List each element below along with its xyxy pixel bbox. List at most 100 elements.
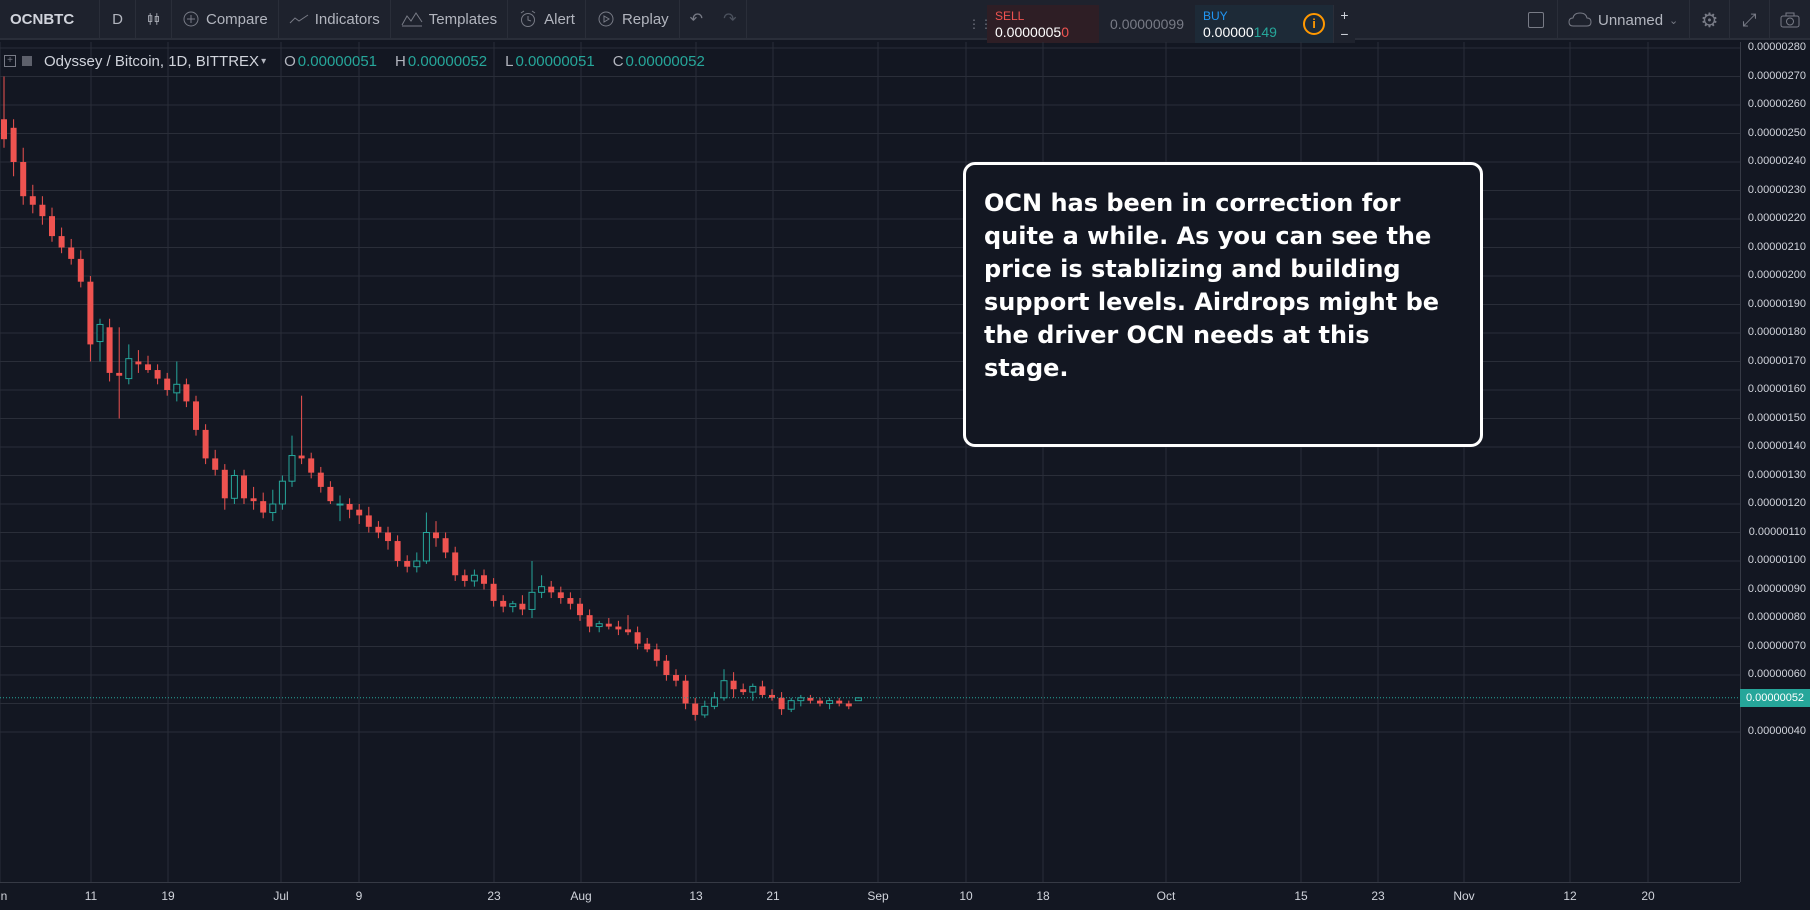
candle-down [836, 700, 843, 704]
series-legend: + Odyssey / Bitcoin, 1D, BITTREX ▾ O 0.00… [0, 50, 705, 72]
time-tick-label: Oct [1156, 889, 1176, 903]
fullscreen-icon: ⤢ [1742, 9, 1757, 30]
save-layout-button[interactable]: Unnamed ⌄ [1558, 0, 1690, 40]
buy-button[interactable]: BUY 0.00000149 [1195, 5, 1295, 43]
layout-toggle-button[interactable] [1514, 0, 1558, 40]
time-tick-label: 11 [84, 889, 98, 903]
candle-down [490, 583, 497, 601]
time-tick-label: 12 [1563, 889, 1577, 903]
time-tick-label: 23 [1371, 889, 1385, 903]
symbol-search[interactable]: OCNBTC [0, 0, 100, 39]
series-color-swatch [22, 56, 32, 66]
toolbar-right: Unnamed ⌄ ⚙ ⤢ [1514, 0, 1810, 40]
chart-type-button[interactable] [136, 0, 172, 39]
redo-button[interactable]: ↷ [713, 0, 748, 39]
fullscreen-button[interactable]: ⤢ [1730, 0, 1770, 40]
price-tick-label: 0.00000090 [1747, 582, 1806, 595]
candle-down [154, 370, 161, 379]
candle-down [433, 532, 439, 539]
compare-label: Compare [206, 10, 268, 28]
candle-up [787, 700, 795, 710]
candle-down [375, 526, 382, 533]
buy-price-main: 0.00000 [1203, 24, 1254, 40]
candle-down [404, 561, 411, 567]
candle-up [125, 358, 133, 380]
sell-price-main: 0.0000005 [995, 24, 1062, 40]
info-button[interactable]: i [1295, 5, 1333, 43]
candle-up [595, 623, 603, 628]
indicators-button[interactable]: Indicators [279, 0, 391, 39]
time-tick-label: 15 [1294, 889, 1308, 903]
candle-down [221, 469, 228, 499]
interval-button[interactable]: D [100, 0, 136, 39]
candle-down [605, 623, 612, 627]
candle-down [298, 455, 305, 459]
undo-button[interactable]: ↶ [680, 0, 713, 39]
settings-button[interactable]: ⚙ [1690, 0, 1730, 40]
top-toolbar: OCNBTC D Compare Indicators Templates Al… [0, 0, 1810, 40]
redo-icon: ↷ [723, 11, 737, 28]
candle-down [106, 327, 113, 373]
candle-down [845, 703, 852, 707]
alert-label: Alert [544, 10, 575, 28]
time-tick-label: 18 [1036, 889, 1050, 903]
candle-up [720, 680, 728, 699]
candle-down [1, 119, 7, 140]
price-tick-label: 0.00000150 [1747, 411, 1806, 424]
price-tick-label: 0.00000060 [1747, 668, 1806, 680]
candle-down [346, 504, 353, 510]
chevron-down-icon: ⌄ [1669, 14, 1679, 27]
candle-down [481, 575, 487, 584]
time-tick-label: Jul [273, 889, 289, 903]
candle-down [202, 429, 209, 459]
high-value: 0.00000052 [407, 52, 488, 70]
price-tick-label: 0.00000250 [1747, 126, 1806, 139]
symbol-description[interactable]: Odyssey / Bitcoin, 1D, BITTREX [44, 52, 260, 70]
price-tick-label: 0.00000070 [1747, 639, 1806, 652]
plus-icon[interactable]: + [1340, 6, 1349, 23]
drag-handle-icon[interactable]: ⋮⋮ [968, 17, 992, 31]
candles-icon [148, 13, 159, 25]
trading-panel: ⋮⋮ SELL 0.00000050 0.00000099 BUY 0.0000… [968, 5, 1355, 43]
text-annotation[interactable]: OCN has been in correction for quite a w… [963, 162, 1483, 447]
price-tick-label: 0.00000100 [1747, 554, 1806, 566]
low-label: L [505, 52, 514, 70]
time-tick-label: n [0, 889, 8, 903]
price-tick-label: 0.00000130 [1747, 468, 1806, 481]
undo-icon: ↶ [689, 11, 704, 28]
interval-label: D [112, 10, 123, 28]
time-tick-label: 9 [355, 889, 363, 903]
candle-down [452, 552, 459, 576]
chevron-down-icon[interactable]: ▾ [261, 55, 267, 67]
price-tick-label: 0.00000220 [1747, 212, 1806, 224]
candle-down [625, 629, 631, 633]
candle-down [193, 401, 199, 430]
price-axis[interactable]: 0.00000280 0.00000270 0.00000260 0.00000250… [1740, 41, 1810, 882]
compare-button[interactable]: Compare [172, 0, 279, 39]
candle-down [461, 575, 468, 581]
candle-down [68, 247, 75, 259]
price-tick-label: 0.00000260 [1747, 98, 1806, 110]
candle-down [673, 675, 679, 681]
candle-down [365, 515, 372, 527]
time-axis[interactable]: n 11 19 Jul 9 23 Aug 13 21 Sep 10 18 Oct 15 23 Nov 12 20 [0, 882, 1740, 910]
candle-down [759, 686, 766, 695]
candle-down [577, 603, 583, 616]
templates-button[interactable]: Templates [391, 0, 509, 39]
candle-down [730, 680, 737, 690]
expand-icon[interactable]: + [4, 55, 16, 67]
alert-button[interactable]: Alert [508, 0, 586, 39]
price-tick-label: 0.00000280 [1747, 41, 1806, 53]
sell-button[interactable]: SELL 0.00000050 [987, 5, 1099, 43]
candle-down [250, 498, 257, 502]
minus-icon[interactable]: − [1340, 25, 1349, 42]
candle-up [269, 503, 277, 514]
candle-down [807, 697, 814, 701]
candle-down [49, 216, 55, 237]
candle-up [538, 586, 546, 593]
replay-button[interactable]: Replay [586, 0, 680, 39]
snapshot-button[interactable] [1770, 0, 1810, 40]
candle-down [692, 703, 699, 715]
camera-icon [1780, 12, 1800, 28]
candle-down [817, 700, 823, 704]
